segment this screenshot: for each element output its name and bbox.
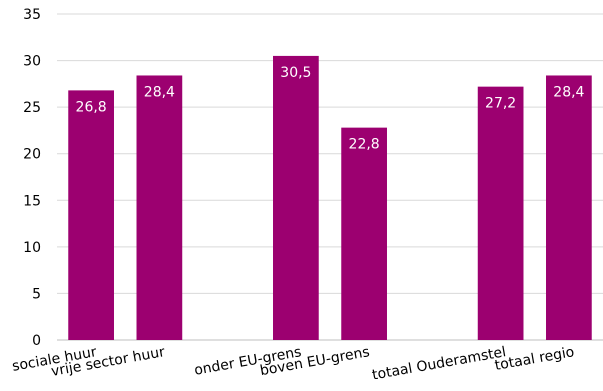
data-label: 30,5 [280, 65, 311, 81]
y-tick-label: 10 [23, 240, 41, 256]
y-tick-label: 30 [23, 54, 41, 70]
data-label: 22,8 [349, 137, 380, 153]
x-tick-label: totaal regio [494, 344, 576, 374]
data-label: 28,4 [553, 84, 584, 100]
bars [68, 55, 592, 341]
bar [341, 127, 387, 341]
y-axis-ticks: 0 5 10 15 20 25 30 35 [23, 7, 41, 349]
bar [68, 90, 114, 341]
data-label: 28,4 [144, 84, 175, 100]
y-tick-label: 15 [23, 193, 41, 209]
data-labels: 26,8 28,4 30,5 22,8 27,2 28,4 [76, 65, 585, 153]
bar [136, 75, 183, 340]
y-tick-label: 35 [23, 7, 41, 23]
x-tick-label: totaal Ouderamstel [371, 344, 507, 383]
data-label: 27,2 [485, 96, 516, 112]
y-tick-label: 20 [23, 147, 41, 163]
bar [273, 55, 319, 341]
y-tick-label: 0 [32, 333, 41, 349]
y-tick-label: 5 [32, 286, 41, 302]
y-tick-label: 25 [23, 100, 41, 116]
bar [546, 75, 592, 340]
bar [477, 86, 524, 340]
data-label: 26,8 [76, 99, 107, 115]
